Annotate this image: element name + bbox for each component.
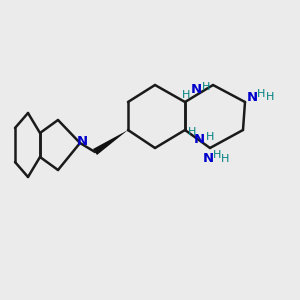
Polygon shape xyxy=(93,130,128,155)
Text: H: H xyxy=(188,128,197,137)
Text: H: H xyxy=(213,151,221,160)
Text: H: H xyxy=(202,82,211,92)
Text: H: H xyxy=(206,133,214,142)
Text: N: N xyxy=(194,133,205,146)
Text: H: H xyxy=(221,154,229,164)
Text: N: N xyxy=(190,83,202,96)
Text: N: N xyxy=(77,135,88,148)
Text: H: H xyxy=(182,90,191,100)
Text: N: N xyxy=(202,152,214,165)
Text: H: H xyxy=(257,89,266,99)
Text: H: H xyxy=(266,92,274,103)
Text: N: N xyxy=(246,91,257,104)
